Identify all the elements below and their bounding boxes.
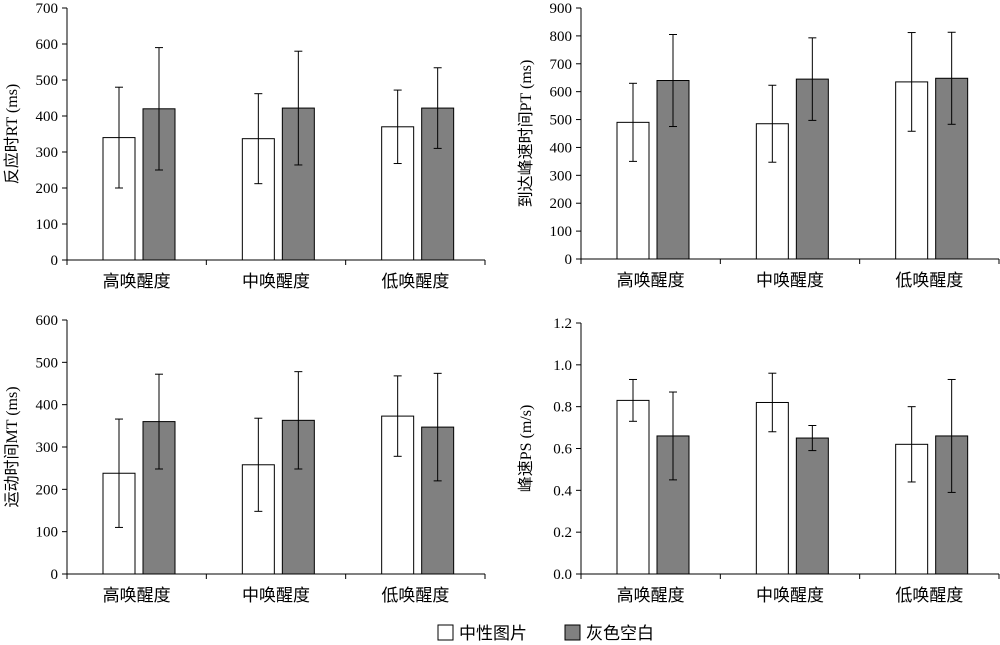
y-tick-label-pt: 600 [550, 85, 573, 101]
y-tick-label-rt: 200 [36, 181, 59, 197]
bar-ps-gray-2 [795, 437, 829, 575]
y-tick-label-mt: 100 [36, 525, 59, 541]
x-category-label-ps: 中唤醒度 [756, 586, 824, 605]
y-tick-label-ps: 0.4 [553, 483, 572, 499]
x-category-label-mt: 高唤醒度 [103, 586, 171, 605]
legend-label-gray: 灰色空白 [586, 624, 654, 643]
x-category-label-pt: 低唤醒度 [895, 271, 963, 290]
x-category-label-mt: 低唤醒度 [381, 586, 449, 605]
y-axis-label-rt: 反应时RT (ms) [2, 84, 21, 185]
y-tick-label-ps: 0.0 [553, 567, 572, 583]
y-tick-label-ps: 0.2 [553, 525, 572, 541]
y-tick-label-pt: 200 [550, 196, 573, 212]
y-tick-label-mt: 400 [36, 398, 59, 414]
y-tick-label-rt: 300 [36, 145, 59, 161]
y-tick-label-mt: 600 [36, 313, 59, 329]
legend: 中性图片 灰色空白 [437, 624, 654, 643]
y-tick-label-ps: 1.0 [553, 358, 572, 374]
y-tick-label-mt: 0 [51, 567, 59, 583]
y-tick-label-mt: 300 [36, 440, 59, 456]
y-tick-label-pt: 800 [550, 29, 573, 45]
y-tick-label-pt: 100 [550, 224, 573, 240]
chart-mt: 0 100 200 300 400 500 600 高唤醒度 中唤醒度 低唤醒度 运动时间MT (m… [3, 313, 486, 605]
x-category-label-ps: 低唤醒度 [895, 586, 963, 605]
x-category-label-rt: 低唤醒度 [381, 272, 449, 291]
y-tick-label-pt: 0 [565, 252, 573, 268]
y-axis-label-mt: 运动时间MT (ms) [3, 386, 21, 507]
y-tick-label-pt: 500 [550, 113, 573, 129]
y-tick-label-pt: 700 [550, 57, 573, 73]
y-tick-label-rt: 600 [36, 37, 59, 53]
y-tick-label-pt: 400 [550, 140, 573, 156]
y-tick-label-ps: 0.8 [553, 400, 572, 416]
legend-label-neutral: 中性图片 [459, 624, 527, 643]
x-category-label-mt: 中唤醒度 [242, 586, 310, 605]
x-category-label-pt: 高唤醒度 [617, 271, 685, 290]
y-axis-label-ps: 峰速PS (m/s) [517, 405, 535, 493]
chart-rt: 0 100 200 300 400 500 600 700 高唤醒度 中唤醒度 低唤醒度 反应时RT … [2, 1, 486, 291]
y-tick-label-pt: 300 [550, 168, 573, 184]
y-tick-label-rt: 400 [36, 109, 59, 125]
y-tick-label-rt: 100 [36, 217, 59, 233]
y-tick-label-pt: 900 [550, 1, 573, 17]
x-category-label-pt: 中唤醒度 [756, 271, 824, 290]
y-tick-label-ps: 0.6 [553, 442, 572, 458]
y-tick-label-mt: 500 [36, 355, 59, 371]
y-tick-label-ps: 1.2 [553, 316, 572, 332]
y-tick-label-mt: 200 [36, 482, 59, 498]
y-tick-label-rt: 700 [36, 1, 59, 17]
y-axis-label-pt: 到达峰速时间PT (ms) [517, 60, 535, 208]
y-tick-label-rt: 0 [51, 253, 59, 269]
x-category-label-rt: 高唤醒度 [103, 272, 171, 291]
x-category-label-ps: 高唤醒度 [617, 586, 685, 605]
chart-ps: 0.0 0.2 0.4 0.6 0.8 1.0 1.2 高唤醒度 中唤醒度 低唤醒度 峰速PS (m… [517, 316, 1000, 605]
chart-pt: 0 100 200 300 400 500 600 700 800 900 高唤醒度 中唤醒度 低唤醒度… [517, 1, 1000, 290]
x-category-label-rt: 中唤醒度 [242, 272, 310, 291]
legend-swatch-gray [564, 624, 581, 641]
bar-ps-neutral-1 [616, 399, 650, 575]
legend-swatch-neutral [437, 624, 454, 641]
y-tick-label-rt: 500 [36, 73, 59, 89]
